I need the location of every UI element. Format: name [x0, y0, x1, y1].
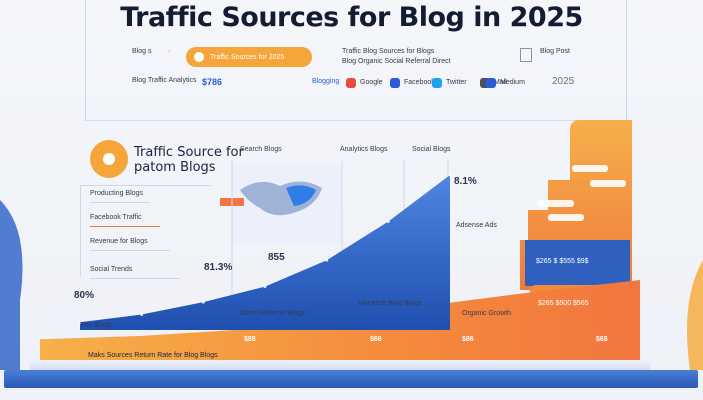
- social-label: Social Blogs: [412, 146, 451, 153]
- document-icon: [520, 48, 532, 62]
- metric-value: $786: [202, 77, 223, 87]
- metric-label: Blog Traffic Analytics: [132, 77, 197, 84]
- source-logo-icon: [390, 78, 400, 88]
- annotation-label: 80%: [74, 290, 95, 301]
- page-title: Traffic Sources for Blog in 2025: [120, 2, 583, 33]
- chevron-right-icon: ›: [168, 49, 170, 55]
- header-left-label: Blog s: [132, 48, 152, 55]
- map-label: Search Blogs: [240, 146, 282, 153]
- pill-dot-icon: [194, 52, 204, 62]
- source-logo-icon: [432, 78, 442, 88]
- year-label: 2025: [552, 76, 575, 87]
- side-label: Facebook Traffic: [90, 214, 142, 221]
- value-b: $66: [370, 336, 382, 343]
- right-title: Traffic Blog Sources for Blogs: [342, 48, 435, 55]
- tower-bubble: [538, 200, 574, 207]
- referral-label: Direct Referral Blogs: [240, 310, 305, 317]
- side-divider: [90, 226, 160, 227]
- tower-bubble: [590, 180, 626, 187]
- tower-bubble: [572, 165, 608, 172]
- side-label: Revenue for Blogs: [90, 238, 148, 245]
- annotation-label: 8.1%: [454, 176, 477, 187]
- side-divider: [90, 278, 180, 279]
- map-highlight: [286, 185, 316, 206]
- right-sub: Blog Organic Social Referral Direct: [342, 58, 451, 65]
- monetize-label: Monetize Blog Blogs: [358, 300, 422, 307]
- series-point: [448, 173, 452, 177]
- annotation-label: 81.3%: [204, 262, 233, 273]
- right-blue-card: [525, 240, 630, 286]
- side-label: Producting Blogs: [90, 190, 143, 197]
- source-label: Mail: [494, 79, 507, 86]
- blog-label: Blogging: [312, 78, 340, 85]
- corner-label: Blog Post: [540, 48, 570, 55]
- side-divider: [90, 202, 150, 203]
- header-frame: [85, 0, 627, 121]
- side-label: Social Trends: [90, 266, 133, 273]
- series-point: [325, 258, 329, 262]
- base-shelf: [30, 362, 650, 372]
- source-logo-icon: [486, 78, 496, 88]
- left-small-label: The Blogs: [80, 322, 112, 329]
- series-point: [78, 320, 82, 324]
- source-label: Google: [360, 79, 383, 86]
- subtitle-line-2: patom Blogs: [134, 160, 216, 175]
- left-wave: [0, 200, 23, 370]
- series-point: [263, 285, 267, 289]
- traffic-pill[interactable]: Traffic Sources for 2025: [186, 47, 312, 67]
- annotation-label: 855: [268, 252, 285, 263]
- usd-label-1: $265 $ $555 $9$: [536, 258, 589, 265]
- subtitle: Traffic Source for patom Blogs: [134, 145, 244, 175]
- ads-label: Adsense Ads: [456, 222, 497, 229]
- target-icon: [90, 140, 128, 178]
- base-bar: [4, 370, 698, 388]
- value-a: $88: [244, 336, 256, 343]
- series-point: [201, 300, 205, 304]
- series-point: [140, 313, 144, 316]
- side-divider: [90, 250, 170, 251]
- right-wave: [686, 260, 703, 370]
- side-panel: [80, 185, 211, 276]
- series-point: [386, 220, 390, 223]
- source-label: Medium: [500, 79, 525, 86]
- source-logo-icon: [346, 78, 356, 88]
- value-c: $86: [462, 336, 474, 343]
- source-logo-icon: [480, 78, 490, 88]
- value-d: $6$: [596, 336, 608, 343]
- pill-label: Traffic Sources for 2025: [210, 53, 285, 61]
- series-area-blue: [80, 175, 450, 330]
- organic-label: Organic Growth: [462, 310, 512, 317]
- source-label: Twitter: [446, 79, 467, 86]
- footer-label: Maks Sources Return Rate for Blog Blogs: [88, 352, 218, 359]
- tower-bubble: [548, 214, 584, 221]
- usd-label-2: $265 $500 $565: [538, 300, 589, 307]
- review-label: Analytics Blogs: [340, 146, 388, 153]
- source-label: Facebook: [404, 79, 435, 86]
- subtitle-line-1: Traffic Source for: [134, 145, 244, 160]
